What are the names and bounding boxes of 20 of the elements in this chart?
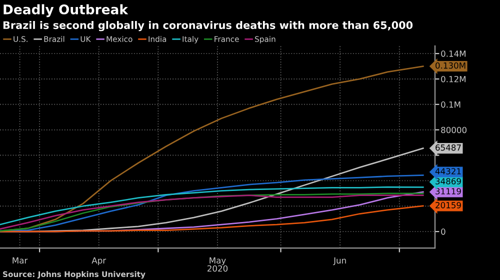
data-label: 0.130M bbox=[436, 62, 466, 69]
y-tick-label: 0.14M bbox=[441, 50, 466, 57]
x-tick-label: Jun bbox=[333, 257, 346, 266]
chart-subtitle: Brazil is second globally in coronavirus deaths with more than 65,000 bbox=[3, 21, 413, 32]
line-series bbox=[0, 186, 424, 226]
x-tick-label: Mar bbox=[12, 257, 28, 264]
y-tick-label: 0 bbox=[441, 228, 446, 235]
y-tick-label: 0.12M bbox=[441, 76, 466, 82]
x-tick-label: May bbox=[210, 257, 226, 266]
data-label: 44321 bbox=[435, 168, 461, 174]
chart-title: Deadly Outbreak bbox=[4, 4, 128, 18]
data-label: 31119 bbox=[436, 188, 461, 194]
data-label: 65487 bbox=[436, 144, 461, 151]
line-series bbox=[0, 205, 424, 232]
x-tick-label: Apr bbox=[92, 257, 106, 266]
x-axis-title: 2020 bbox=[208, 265, 228, 272]
data-label: 20159 bbox=[436, 202, 461, 208]
y-tick-label: 0.1M bbox=[441, 101, 460, 108]
y-tick-label: 80000 bbox=[441, 126, 467, 134]
data-label: 34869 bbox=[436, 178, 461, 184]
